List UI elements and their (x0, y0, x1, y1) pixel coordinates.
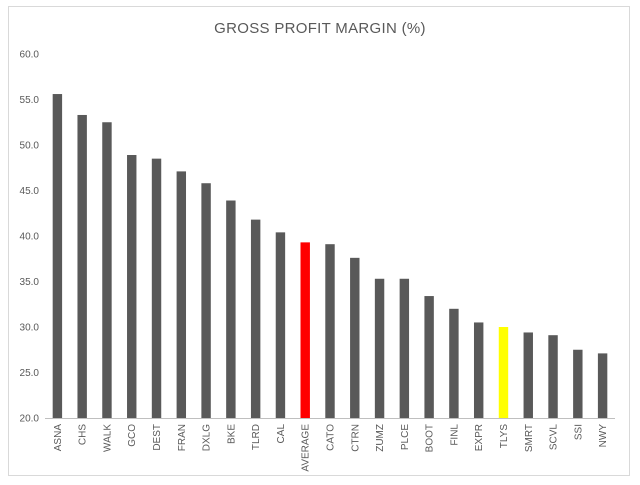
bar-dest (151, 158, 162, 418)
x-tick-label: SMRT (524, 424, 535, 452)
y-tick-label: 45.0 (20, 186, 40, 197)
y-axis-ticks: 20.0 25.0 30.0 35.0 40.0 45.0 50.0 55.0 60.0 (20, 50, 40, 425)
bar-cal (275, 232, 286, 418)
x-tick-label: SCVL (549, 424, 560, 451)
x-tick-label: ASNA (53, 424, 64, 452)
bar-walk (102, 122, 112, 418)
y-tick-label: 60.0 (20, 50, 40, 61)
x-tick-label: AVERAGE (301, 424, 312, 472)
bar-gco (127, 155, 137, 418)
bar-dxlg (201, 183, 211, 418)
x-tick-label: BOOT (425, 424, 436, 452)
x-tick-label: PLCE (400, 424, 411, 450)
x-tick-label: CAL (276, 424, 287, 444)
x-tick-label: DXLG (202, 424, 213, 451)
x-tick-label: CTRN (350, 424, 361, 452)
x-tick-label: CHS (78, 424, 89, 445)
x-tick-label: NWY (598, 424, 609, 448)
y-tick-label: 20.0 (20, 414, 40, 425)
bar-fran (176, 171, 187, 418)
bar-ctrn (350, 257, 360, 418)
bar-plce (399, 278, 410, 418)
x-tick-label: BKE (226, 424, 237, 444)
x-tick-label: EXPR (474, 424, 485, 451)
y-tick-label: 55.0 (20, 95, 40, 106)
bar-finl (449, 308, 459, 418)
bar-tlys (498, 327, 509, 418)
bar-nwy (597, 353, 608, 418)
x-tick-label: DEST (152, 424, 163, 451)
x-tick-label: TLRD (251, 424, 262, 450)
bars (52, 94, 608, 418)
y-tick-label: 35.0 (20, 277, 40, 288)
x-tick-label: TLYS (499, 424, 510, 449)
y-tick-label: 50.0 (20, 141, 40, 152)
bar-chs (77, 114, 87, 418)
bar-ssi (573, 349, 583, 418)
bar-average (300, 242, 310, 418)
bar-scvl (548, 335, 558, 418)
x-tick-label: SSI (573, 424, 584, 440)
x-tick-label: CATO (326, 424, 337, 451)
bar-smrt (523, 332, 533, 418)
bar-expr (473, 322, 484, 418)
chart-title: GROSS PROFIT MARGIN (%) (214, 20, 426, 37)
x-tick-label: ZUMZ (375, 424, 386, 452)
bar-zumz (374, 278, 385, 418)
x-tick-label: GCO (127, 424, 138, 447)
y-tick-label: 30.0 (20, 323, 40, 334)
x-tick-label: FRAN (177, 424, 188, 451)
x-axis-ticks: ASNA CHS WALK GCO DEST FRAN DXLG BKE TLRD CAL AVER… (53, 424, 609, 472)
x-tick-label: FINL (449, 424, 460, 446)
bar-asna (52, 94, 63, 418)
bar-cato (325, 244, 335, 418)
bar-boot (424, 296, 434, 418)
x-tick-label: WALK (102, 424, 113, 452)
bar-tlrd (250, 219, 261, 418)
y-tick-label: 40.0 (20, 232, 40, 243)
y-tick-label: 25.0 (20, 368, 40, 379)
bar-bke (226, 200, 236, 418)
